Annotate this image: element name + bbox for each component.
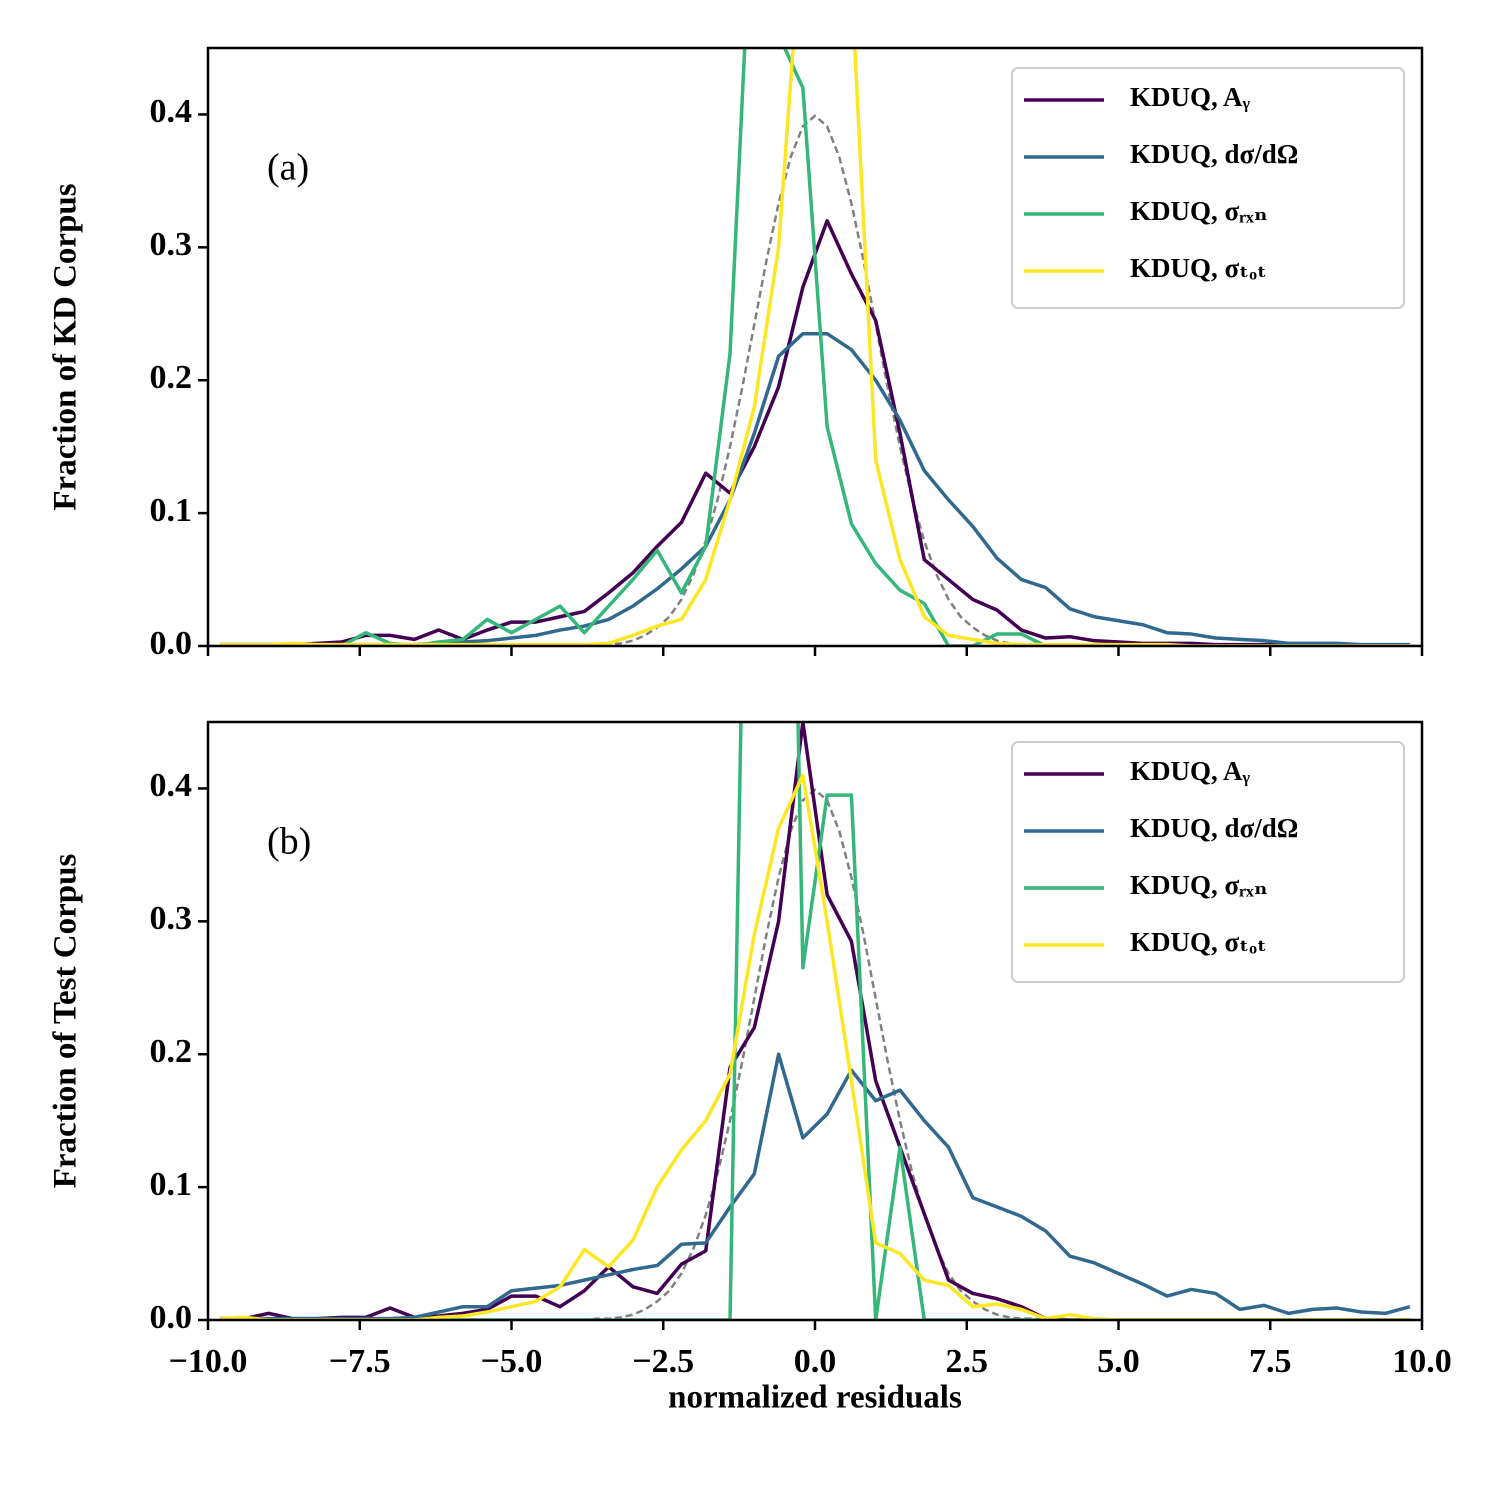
legend-label: KDUQ, dσ/dΩ [1130, 813, 1298, 843]
y-tick-label: 0.2 [150, 1033, 193, 1070]
y-tick-label: 0.3 [150, 900, 193, 937]
legend-box [1011, 67, 1405, 309]
x-tick-label: −5.0 [481, 1343, 543, 1380]
legend-label: KDUQ, Aᵧ [1130, 82, 1251, 112]
y-tick-label: 0.4 [150, 767, 193, 804]
legend-label: KDUQ, σₜₒₜ [1130, 253, 1267, 283]
y-tick-label: 0.1 [150, 492, 193, 529]
x-axis-label: normalized residuals [668, 1380, 962, 1416]
reference-curve [208, 788, 1422, 1320]
x-tick-label: 5.0 [1097, 1343, 1140, 1380]
legend-label: KDUQ, dσ/dΩ [1130, 139, 1298, 169]
y-tick-label: 0.1 [150, 1166, 193, 1203]
x-tick-label: −7.5 [329, 1343, 391, 1380]
series-line [220, 48, 1410, 646]
y-tick-label: 0.0 [150, 1299, 193, 1336]
legend-label: KDUQ, σᵣₓₙ [1130, 196, 1268, 226]
panel-label: (a) [267, 147, 309, 189]
plot-area [208, 722, 1422, 1320]
x-tick-label: 10.0 [1392, 1343, 1452, 1380]
y-axis-label: Fraction of KD Corpus [48, 183, 84, 510]
y-axis-label: Fraction of Test Corpus [48, 854, 84, 1189]
x-tick-label: −10.0 [169, 1343, 248, 1380]
x-tick-label: 2.5 [946, 1343, 989, 1380]
series-line [220, 722, 1410, 1320]
legend-box [1011, 741, 1405, 983]
y-tick-label: 0.4 [150, 93, 193, 130]
legend-label: KDUQ, Aᵧ [1130, 756, 1251, 786]
legend-label: KDUQ, σᵣₓₙ [1130, 870, 1268, 900]
x-tick-label: −2.5 [632, 1343, 694, 1380]
y-tick-label: 0.2 [150, 359, 193, 396]
y-tick-label: 0.3 [150, 226, 193, 263]
reference-curve [208, 114, 1422, 646]
panel-label: (b) [267, 821, 311, 863]
legend-label: KDUQ, σₜₒₜ [1130, 927, 1267, 957]
x-tick-label: 0.0 [794, 1343, 837, 1380]
y-tick-label: 0.0 [150, 625, 193, 662]
x-tick-label: 7.5 [1249, 1343, 1292, 1380]
series-line [220, 1052, 1411, 1320]
